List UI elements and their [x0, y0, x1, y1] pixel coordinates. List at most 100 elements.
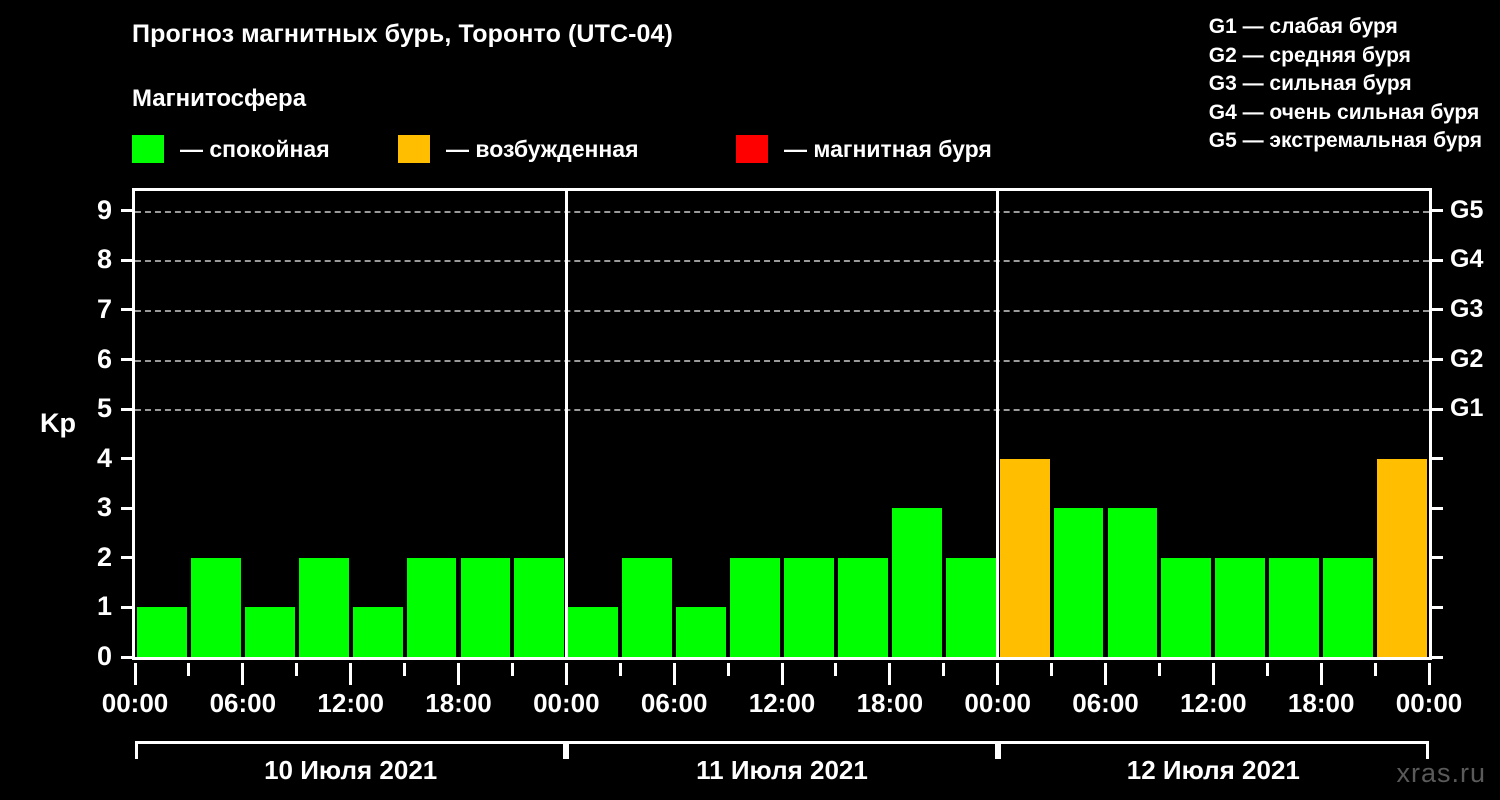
- x-axis-tick: [403, 663, 407, 676]
- date-label: 10 Июля 2021: [264, 755, 438, 785]
- kp-bar: [1161, 557, 1212, 657]
- g-scale-row: G5 — экстремальная буря: [1208, 129, 1482, 152]
- right-axis-tick: [1429, 655, 1443, 659]
- x-axis-tick: [1373, 663, 1377, 676]
- right-axis-tick: [1429, 209, 1443, 213]
- day-separator: [996, 191, 1000, 657]
- kp-bar: [1269, 557, 1320, 657]
- x-axis-tick: [241, 663, 245, 685]
- gridline: [135, 210, 1429, 213]
- x-axis-tick: [996, 663, 1000, 685]
- kp-bar: [460, 557, 511, 657]
- y-axis-tick: [121, 407, 135, 411]
- x-axis-label: 00:00: [1395, 688, 1463, 718]
- y-axis-label: 1: [96, 591, 112, 622]
- x-axis-tick: [672, 663, 676, 685]
- x-axis-tick: [1319, 663, 1323, 685]
- legend-item: — возбужденная: [398, 135, 736, 163]
- kp-bar: [514, 557, 565, 657]
- right-axis-tick: [1429, 308, 1443, 312]
- day-separator: [564, 191, 568, 657]
- gridline: [135, 309, 1429, 312]
- y-axis-label: 2: [96, 541, 112, 572]
- page-title: Прогноз магнитных бурь, Торонто (UTC-04): [132, 20, 673, 48]
- magnetosphere-legend: — спокойная — возбужденная — магнитная бур…: [132, 135, 992, 163]
- kp-bar: [784, 557, 834, 657]
- right-axis-tick: [1429, 407, 1443, 411]
- y-axis-tick: [121, 308, 135, 312]
- y-axis-tick: [121, 457, 135, 461]
- magnetosphere-heading: Магнитосфера: [132, 85, 307, 112]
- kp-bar: [352, 607, 403, 657]
- kp-bar: [298, 557, 349, 657]
- x-axis-label: 12:00: [748, 688, 816, 718]
- kp-bar: [190, 557, 241, 657]
- kp-bar: [730, 557, 780, 657]
- gridline: [135, 409, 1429, 412]
- g-axis-label: G4: [1450, 245, 1484, 274]
- g-scale-row: G3 — сильная буря: [1208, 72, 1412, 95]
- kp-bar: [406, 557, 457, 657]
- kp-bar: [1107, 508, 1158, 657]
- legend-item: — магнитная буря: [736, 135, 992, 163]
- x-axis-tick: [726, 663, 730, 676]
- g-axis-label: G3: [1450, 294, 1484, 323]
- x-axis-tick: [618, 663, 622, 676]
- y-axis-tick: [121, 556, 135, 560]
- bar-series: [135, 191, 1429, 657]
- y-axis-tick: [121, 605, 135, 609]
- g-axis-label: G5: [1450, 195, 1484, 224]
- kp-bar: [244, 607, 295, 657]
- y-axis-label: 6: [96, 343, 112, 374]
- x-axis-label: 00:00: [964, 688, 1031, 718]
- date-bracket: [566, 741, 998, 759]
- g-axis-label: G1: [1450, 394, 1484, 423]
- x-axis-label: 06:00: [209, 688, 277, 718]
- y-axis-tick: [121, 358, 135, 362]
- y-axis-label: 5: [96, 393, 112, 424]
- watermark: xras.ru: [1396, 758, 1486, 788]
- x-axis-tick: [888, 663, 892, 685]
- right-axis-tick: [1429, 605, 1443, 609]
- x-axis-label: 06:00: [1072, 688, 1139, 718]
- x-axis-tick: [295, 663, 299, 676]
- red-square-icon: [736, 135, 768, 163]
- y-axis-label: 4: [96, 442, 112, 473]
- gridline: [135, 359, 1429, 362]
- x-axis-label: 12:00: [317, 688, 384, 718]
- date-label: 11 Июля 2021: [696, 755, 868, 785]
- kp-bar: [837, 557, 888, 657]
- x-axis-tick: [942, 663, 946, 676]
- orange-square-icon: [398, 135, 430, 163]
- x-axis-tick: [1157, 663, 1161, 676]
- legend-item-label: — магнитная буря: [784, 135, 992, 162]
- kp-bar: [568, 607, 619, 657]
- y-axis-title: Kp: [40, 408, 76, 438]
- x-axis-tick: [187, 663, 191, 676]
- y-axis-tick: [121, 506, 135, 510]
- g-axis-label: G2: [1450, 344, 1484, 373]
- x-axis-label: 00:00: [533, 688, 600, 718]
- y-axis-label: 3: [96, 492, 112, 523]
- x-axis-tick: [133, 663, 137, 685]
- x-axis-label: 18:00: [425, 688, 492, 718]
- kp-bar: [1323, 557, 1374, 657]
- y-axis-label: 0: [96, 641, 112, 671]
- x-axis-tick: [780, 663, 784, 685]
- right-axis-tick: [1429, 457, 1443, 461]
- x-axis-tick: [1211, 663, 1215, 685]
- g-scale-row: G2 — средняя буря: [1208, 43, 1411, 67]
- date-bracket: [135, 741, 567, 759]
- g-scale-row: G1 — слабая буря: [1208, 15, 1398, 38]
- g-scale-row: G4 — очень сильная буря: [1208, 100, 1480, 124]
- kp-bar: [137, 607, 187, 657]
- y-axis-label: 9: [96, 194, 112, 225]
- date-label: 12 Июля 2021: [1126, 755, 1300, 785]
- x-axis-tick: [1427, 663, 1431, 685]
- legend-item-label: — спокойная: [180, 135, 330, 162]
- y-axis-tick: [121, 258, 135, 262]
- y-axis-tick: [121, 209, 135, 213]
- kp-bar: [1053, 508, 1104, 657]
- x-axis-tick: [457, 663, 460, 685]
- kp-bar: [999, 458, 1050, 657]
